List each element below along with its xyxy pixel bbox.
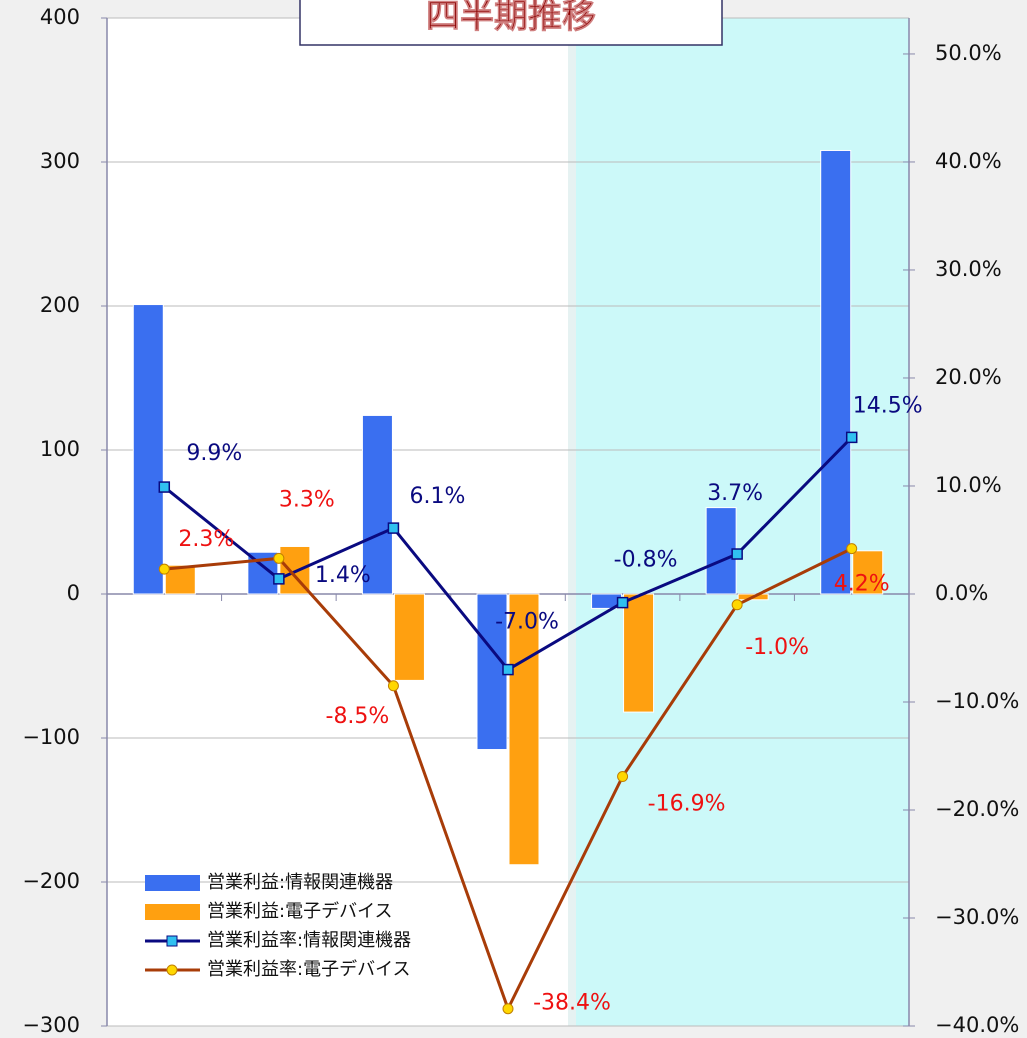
legend-swatch	[145, 875, 200, 891]
y-tick-label: 0	[67, 581, 80, 605]
bar	[361, 414, 393, 595]
y-tick-label: 300	[40, 149, 80, 173]
legend-marker	[166, 935, 178, 947]
marker	[845, 431, 858, 444]
y-tick-label: 100	[40, 437, 80, 461]
marker	[731, 599, 743, 611]
y2-tick-label: 0.0%	[935, 581, 988, 605]
y2-tick-label: −40.0%	[935, 1013, 1019, 1037]
data-label: -1.0%	[745, 635, 809, 660]
data-label: 6.1%	[409, 484, 465, 509]
title-box	[299, 0, 723, 46]
marker	[387, 522, 400, 534]
marker	[616, 596, 629, 609]
y2-tick-label: 50.0%	[935, 41, 1002, 65]
bar	[508, 593, 540, 866]
shade-edge	[568, 18, 576, 1026]
marker	[158, 563, 170, 575]
y-tick-label: −100	[22, 725, 80, 749]
data-label: -0.8%	[614, 548, 678, 573]
bar	[852, 550, 884, 595]
y-tick-label: 200	[40, 293, 80, 317]
y-tick-label: 400	[40, 5, 80, 29]
y2-tick-label: 40.0%	[935, 149, 1002, 173]
data-label: 9.9%	[186, 441, 242, 466]
legend-label: 営業利益:電子デバイス	[207, 901, 393, 922]
y2-tick-label: 30.0%	[935, 257, 1002, 281]
marker	[273, 552, 285, 564]
data-label: -8.5%	[326, 704, 390, 729]
legend-label: 営業利益率:電子デバイス	[207, 959, 411, 980]
marker	[158, 481, 171, 493]
data-label: 3.7%	[707, 481, 763, 506]
marker	[846, 543, 858, 555]
y2-tick-label: −20.0%	[935, 797, 1019, 821]
legend-label: 営業利益:情報関連機器	[207, 872, 393, 893]
data-label: 14.5%	[853, 393, 923, 418]
chart-title: 四半期推移	[426, 0, 596, 37]
bar	[164, 564, 196, 595]
bar	[820, 149, 852, 595]
y-tick-label: −200	[22, 869, 80, 893]
marker	[387, 680, 399, 692]
marker	[502, 663, 514, 676]
legend-label: 営業利益率:情報関連機器	[207, 930, 411, 951]
data-label: 2.3%	[178, 527, 234, 552]
y2-tick-label: 10.0%	[935, 473, 1002, 497]
marker	[273, 573, 285, 585]
marker	[502, 1003, 514, 1015]
data-label: 1.4%	[315, 563, 371, 588]
data-label: -38.4%	[533, 991, 611, 1016]
y-tick-label: −300	[22, 1013, 80, 1037]
bar	[393, 593, 425, 681]
y2-tick-label: −10.0%	[935, 689, 1019, 713]
marker	[731, 548, 743, 560]
bar	[623, 593, 655, 713]
marker	[617, 771, 629, 783]
legend-marker	[166, 964, 178, 976]
data-label: -7.0%	[495, 610, 559, 635]
data-label: -16.9%	[648, 792, 726, 817]
y2-tick-label: −30.0%	[935, 905, 1019, 929]
data-label: 4.2%	[834, 572, 890, 597]
legend-swatch	[145, 904, 200, 920]
shaded-region	[576, 18, 909, 1026]
y2-tick-label: 20.0%	[935, 365, 1002, 389]
bar	[705, 507, 737, 595]
data-label: 3.3%	[279, 487, 335, 512]
bar	[132, 304, 164, 595]
